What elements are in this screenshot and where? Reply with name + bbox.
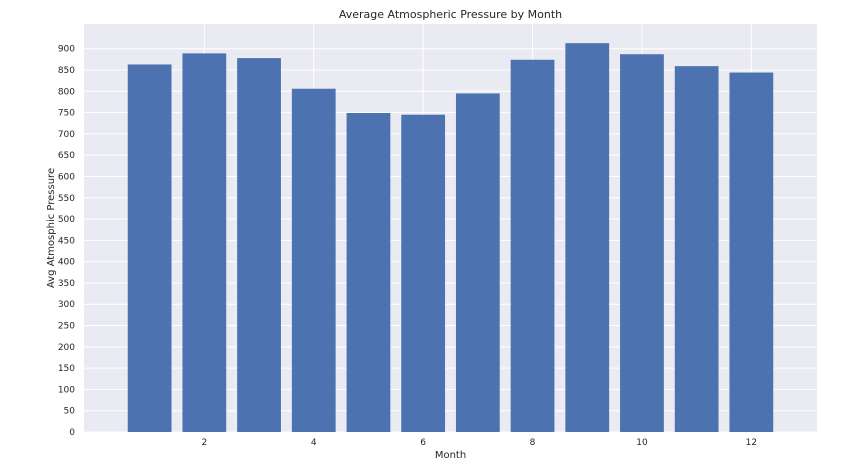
bar-month-11 [674, 66, 719, 432]
y-tick-label: 450 [58, 236, 75, 246]
y-tick-label: 400 [58, 258, 75, 268]
y-tick-label: 750 [58, 109, 75, 119]
bar-month-8 [510, 59, 555, 432]
y-tick-label: 0 [69, 428, 75, 438]
y-tick-label: 100 [58, 385, 75, 395]
x-axis-label: Month [435, 450, 466, 461]
y-tick-label: 700 [58, 130, 75, 140]
x-tick-label: 10 [636, 438, 648, 448]
bar-month-10 [620, 54, 664, 432]
y-tick-labels: 0 50 100 150 200 250 300 350 400 450 500 550 600 650 7… [58, 45, 75, 438]
y-tick-label: 600 [58, 172, 75, 182]
bar-month-7 [455, 93, 500, 433]
chart-title: Average Atmospheric Pressure by Month [339, 8, 562, 21]
y-tick-label: 150 [58, 364, 75, 374]
y-tick-label: 500 [58, 215, 75, 225]
y-tick-label: 900 [58, 45, 75, 55]
y-tick-label: 200 [58, 343, 75, 353]
bar-month-3 [237, 58, 281, 432]
y-tick-label: 800 [58, 87, 75, 97]
x-tick-label: 4 [311, 438, 317, 448]
bar-month-5 [346, 113, 391, 432]
y-tick-label: 550 [58, 194, 75, 204]
x-tick-label: 8 [530, 438, 536, 448]
bar-month-6 [401, 114, 446, 432]
bar-month-1 [127, 64, 172, 432]
y-tick-label: 50 [64, 407, 76, 417]
y-tick-label: 350 [58, 279, 75, 289]
bar-month-4 [291, 88, 336, 432]
x-tick-label: 6 [420, 438, 426, 448]
y-axis-label: Avg Atmosphic Pressure [46, 168, 57, 288]
y-tick-label: 250 [58, 322, 75, 332]
bar-month-2 [182, 53, 227, 432]
y-tick-label: 850 [58, 66, 75, 76]
x-tick-labels: 2 4 6 8 10 12 [201, 438, 757, 448]
bar-month-9 [565, 43, 610, 433]
bar-month-12 [729, 72, 774, 432]
x-tick-label: 2 [201, 438, 207, 448]
x-tick-label: 12 [746, 438, 757, 448]
y-tick-label: 300 [58, 300, 75, 310]
y-tick-label: 650 [58, 151, 75, 161]
bars [127, 43, 774, 433]
